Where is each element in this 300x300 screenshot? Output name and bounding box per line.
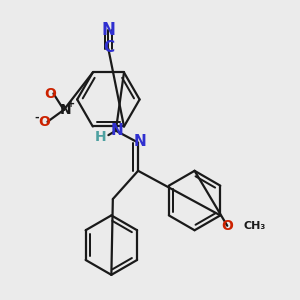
Text: N: N [133, 134, 146, 148]
Text: H: H [95, 130, 107, 144]
Text: C: C [103, 40, 114, 55]
Text: O: O [44, 86, 56, 100]
Text: N: N [59, 103, 71, 117]
Text: N: N [101, 21, 115, 39]
Text: +: + [67, 99, 75, 109]
Text: O: O [38, 115, 50, 129]
Text: O: O [221, 219, 233, 233]
Text: -: - [35, 112, 39, 122]
Text: N: N [111, 123, 124, 138]
Text: CH₃: CH₃ [244, 221, 266, 231]
